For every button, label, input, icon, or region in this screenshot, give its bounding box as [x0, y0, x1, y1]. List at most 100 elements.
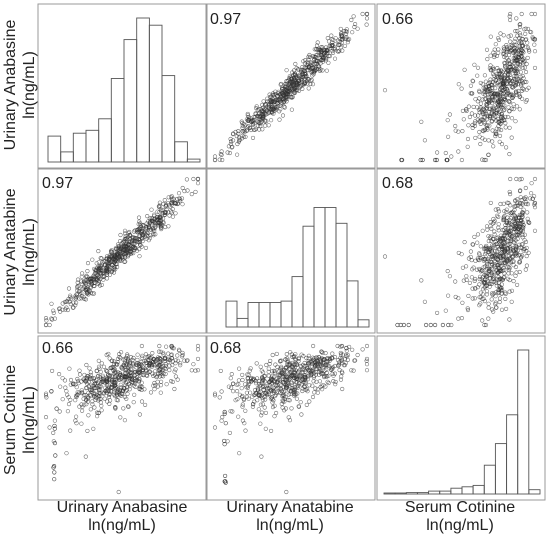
point-anabasine-vs-cotinine-542 [472, 123, 477, 128]
floor-point-cotinine-vs-anatabine-7 [222, 409, 227, 415]
point-cotinine-vs-anabasine-390 [92, 381, 98, 386]
point-anatabine-vs-cotinine-418 [522, 238, 527, 243]
point-cotinine-vs-anabasine-579 [166, 357, 171, 362]
point-cotinine-vs-anabasine-428 [68, 377, 74, 383]
point-anatabine-vs-cotinine-514 [521, 223, 526, 228]
point-cotinine-vs-anatabine-254 [320, 350, 325, 355]
point-cotinine-vs-anatabine-483 [281, 392, 286, 397]
point-anabasine-vs-anatabine-485 [297, 73, 302, 78]
point-anabasine-vs-cotinine-38 [515, 29, 520, 34]
point-anabasine-vs-cotinine-200 [472, 62, 477, 67]
point-anatabine-vs-anabasine-345 [195, 176, 201, 182]
point-cotinine-vs-anabasine-485 [131, 381, 136, 386]
point-cotinine-vs-anabasine-165 [125, 354, 130, 359]
point-cotinine-vs-anatabine-81 [266, 373, 271, 378]
point-anatabine-vs-cotinine-505 [507, 266, 512, 271]
point-anabasine-vs-cotinine-480 [472, 121, 477, 126]
point-cotinine-vs-anatabine-353 [310, 355, 315, 360]
point-anatabine-vs-cotinine-597 [491, 279, 496, 285]
point-anabasine-vs-cotinine-592 [520, 43, 525, 49]
point-cotinine-vs-anabasine-176 [173, 367, 178, 372]
point-cotinine-vs-anabasine-1 [91, 426, 96, 431]
point-anatabine-vs-anabasine-541 [111, 254, 116, 260]
panel-anabasine-vs-anabasine [37, 3, 207, 169]
point-cotinine-vs-anabasine-354 [152, 357, 157, 362]
point-anabasine-vs-anatabine-566 [252, 115, 258, 120]
point-anabasine-vs-cotinine-601 [514, 42, 519, 47]
point-cotinine-vs-anabasine-252 [90, 399, 95, 404]
point-cotinine-vs-anabasine-490 [146, 360, 152, 366]
hist-bar-anabasine-7 [136, 17, 150, 163]
point-cotinine-vs-anatabine-99 [298, 363, 303, 368]
point-anabasine-vs-anatabine-24 [235, 152, 240, 157]
point-anatabine-vs-anabasine-332 [105, 270, 110, 275]
point-anatabine-vs-cotinine-517 [526, 220, 532, 225]
point-anatabine-vs-cotinine-329 [503, 222, 508, 228]
point-anabasine-vs-cotinine-62 [473, 113, 478, 118]
point-anatabine-vs-anabasine-115 [159, 209, 164, 214]
point-anabasine-vs-cotinine-405 [483, 92, 488, 97]
floor-point-cotinine-vs-anabasine-5 [53, 453, 58, 458]
point-cotinine-vs-anabasine-427 [157, 343, 162, 349]
point-anatabine-vs-anabasine-442 [95, 281, 101, 286]
point-anatabine-vs-anabasine-486 [64, 299, 69, 304]
point-cotinine-vs-anatabine-446 [325, 379, 330, 384]
point-anatabine-vs-cotinine-474 [489, 238, 494, 243]
point-cotinine-vs-anatabine-284 [306, 359, 311, 364]
point-anabasine-vs-cotinine-616 [519, 88, 524, 93]
point-anatabine-vs-cotinine-62 [473, 276, 478, 282]
point-anabasine-vs-cotinine-363 [496, 107, 501, 112]
point-cotinine-vs-anabasine-274 [143, 358, 149, 363]
point-cotinine-vs-anabasine-393 [164, 344, 169, 349]
point-cotinine-vs-anatabine-570 [316, 361, 321, 366]
floor-point-cotinine-vs-anabasine-2 [54, 406, 59, 411]
point-cotinine-vs-anabasine-585 [106, 378, 111, 383]
point-anabasine-vs-cotinine-539 [518, 79, 523, 84]
point-cotinine-vs-anabasine-16 [126, 404, 131, 409]
point-anabasine-vs-cotinine-476 [502, 118, 507, 123]
point-anatabine-vs-cotinine-435 [515, 200, 520, 205]
point-cotinine-vs-anabasine-229 [73, 418, 78, 423]
point-anabasine-vs-cotinine-599 [488, 53, 493, 58]
point-cotinine-vs-anabasine-384 [97, 366, 102, 371]
point-cotinine-vs-anatabine-303 [270, 400, 275, 405]
point-anabasine-vs-anatabine-562 [266, 110, 271, 115]
hist-bar-anabasine-5 [110, 78, 125, 163]
point-anatabine-vs-anabasine-430 [79, 279, 84, 284]
point-anatabine-vs-anabasine-515 [185, 188, 190, 193]
scatter-anatabine-vs-anabasine [43, 176, 201, 328]
point-anabasine-vs-cotinine-333 [483, 79, 488, 84]
point-cotinine-vs-anatabine-503 [291, 389, 296, 394]
point-anabasine-vs-anatabine-538 [306, 86, 311, 91]
point-anatabine-vs-cotinine-605 [485, 266, 490, 271]
point-cotinine-vs-anatabine-36 [303, 380, 309, 385]
panel-cotinine-vs-cotinine [376, 335, 546, 501]
point-anatabine-vs-cotinine-531 [496, 288, 501, 293]
point-cotinine-vs-anatabine-594 [329, 367, 334, 372]
hist-bar-anabasine-6 [123, 39, 138, 163]
point-anabasine-vs-anatabine-352 [313, 54, 318, 60]
point-anabasine-vs-anatabine-601 [337, 42, 342, 47]
point-cotinine-vs-anatabine-51 [250, 404, 255, 409]
point-anatabine-vs-cotinine-58 [469, 275, 474, 280]
point-anabasine-vs-anatabine-604 [229, 139, 234, 144]
point-cotinine-vs-anatabine-426 [245, 385, 250, 390]
point-anabasine-vs-anatabine-508 [318, 48, 323, 53]
point-anatabine-vs-cotinine-539 [518, 253, 523, 258]
point-anabasine-vs-anatabine-618 [242, 128, 247, 133]
point-cotinine-vs-anabasine-561 [117, 377, 122, 382]
point-cotinine-vs-anabasine-302 [43, 415, 49, 420]
point-anabasine-vs-anatabine-379 [259, 109, 264, 114]
point-anatabine-vs-cotinine-581 [516, 203, 521, 208]
point-anatabine-vs-cotinine-323 [478, 244, 483, 249]
point-anatabine-vs-cotinine-376 [486, 250, 491, 255]
point-anabasine-vs-cotinine-107 [480, 157, 485, 162]
point-cotinine-vs-anatabine-430 [258, 421, 263, 426]
point-cotinine-vs-anabasine-542 [79, 402, 84, 407]
point-anabasine-vs-cotinine-175 [498, 68, 503, 73]
point-cotinine-vs-anabasine-412 [96, 364, 102, 369]
point-cotinine-vs-anabasine-433 [131, 363, 136, 368]
point-anabasine-vs-cotinine-575 [502, 75, 507, 80]
point-cotinine-vs-anatabine-316 [247, 381, 252, 386]
point-anatabine-vs-cotinine-470 [464, 264, 469, 269]
